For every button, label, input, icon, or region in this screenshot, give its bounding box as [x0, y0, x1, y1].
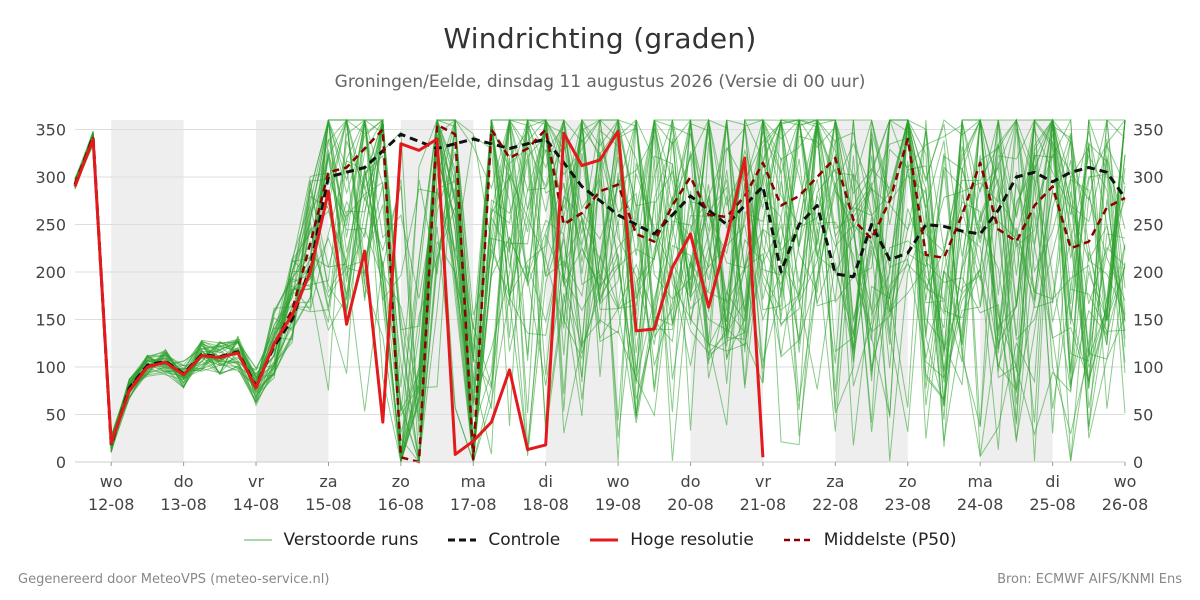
ensemble-member-line [74, 118, 1126, 463]
y-tick-label-right: 150 [1133, 311, 1164, 330]
ensemble-member-line [74, 118, 1126, 463]
x-tick-day: zo [899, 472, 917, 491]
ensemble-lines [74, 118, 1126, 464]
y-tick-label: 350 [35, 121, 66, 140]
x-tick-day: wo [607, 472, 630, 491]
legend-label-hires: Hoge resolutie [630, 530, 754, 550]
legend-label-median: Middelste (P50) [823, 530, 957, 550]
legend: Verstoorde runs Controle Hoge resolutie … [0, 530, 1200, 550]
y-tick-label-right: 100 [1133, 358, 1164, 377]
y-tick-label: 250 [35, 216, 66, 235]
y-tick-label: 50 [46, 406, 66, 425]
main-series-lines [73, 123, 1127, 464]
x-tick-date: 21-08 [740, 495, 787, 514]
y-tick-label-right: 0 [1133, 453, 1143, 472]
chart-title: Windrichting (graden) [443, 22, 757, 55]
x-tick-date: 15-08 [305, 495, 352, 514]
x-tick-date: 19-08 [595, 495, 642, 514]
x-tick-date: 18-08 [522, 495, 569, 514]
y-tick-label: 300 [35, 168, 66, 187]
x-tick-day: di [1045, 472, 1060, 491]
legend-label-control: Controle [488, 530, 561, 550]
chart-subtitle: Groningen/Eelde, dinsdag 11 augustus 202… [334, 72, 866, 92]
x-tick-day: za [319, 472, 337, 491]
x-tick-date: 24-08 [957, 495, 1004, 514]
legend-item-hires[interactable]: Hoge resolutie [590, 530, 754, 550]
axes: 0 0 50 50 100 100 150 150 200 200 250 250 300 300 350 3… [35, 121, 1163, 515]
x-tick-date: 16-08 [378, 495, 425, 514]
y-tick-label: 150 [35, 311, 66, 330]
y-tick-label-right: 250 [1133, 216, 1164, 235]
ensemble-member-line [74, 118, 1126, 463]
x-tick-day: ma [967, 472, 992, 491]
x-tick-day: zo [392, 472, 410, 491]
y-tick-label-right: 50 [1133, 406, 1153, 425]
legend-swatch-control [448, 538, 477, 542]
hires-line [73, 129, 765, 458]
x-tick-day: do [174, 472, 194, 491]
legend-swatch-median [783, 538, 812, 542]
x-tick-date: 14-08 [233, 495, 280, 514]
x-tick-day: vr [248, 472, 264, 491]
x-tick-date: 12-08 [88, 495, 135, 514]
x-tick-date: 17-08 [450, 495, 497, 514]
x-tick-date: 20-08 [667, 495, 714, 514]
ensemble-member-line [74, 119, 1126, 446]
x-tick-day: wo [1114, 472, 1137, 491]
x-tick-day: wo [100, 472, 123, 491]
footer-source: Bron: ECMWF AIFS/KNMI Ens [997, 572, 1182, 587]
x-tick-day: vr [755, 472, 771, 491]
x-tick-date: 22-08 [812, 495, 859, 514]
y-tick-label-right: 350 [1133, 121, 1164, 140]
x-tick-day: di [538, 472, 553, 491]
x-tick-date: 13-08 [160, 495, 207, 514]
legend-label-ensemble: Verstoorde runs [283, 530, 419, 550]
y-tick-label: 200 [35, 263, 66, 282]
legend-swatch-hires [590, 538, 619, 542]
legend-swatch-ensemble [243, 539, 272, 541]
x-tick-date: 23-08 [885, 495, 932, 514]
x-tick-day: ma [461, 472, 486, 491]
legend-item-control[interactable]: Controle [448, 530, 560, 550]
y-tick-label-right: 300 [1133, 168, 1164, 187]
ensemble-member-line [74, 119, 1126, 446]
x-tick-date: 25-08 [1029, 495, 1076, 514]
ensemble-member-line [74, 119, 1126, 461]
y-tick-label: 100 [35, 358, 66, 377]
x-tick-day: do [681, 472, 701, 491]
y-tick-label-right: 200 [1133, 263, 1164, 282]
legend-item-median[interactable]: Middelste (P50) [783, 530, 957, 550]
legend-item-ensemble[interactable]: Verstoorde runs [243, 530, 419, 550]
x-tick-date: 26-08 [1102, 495, 1149, 514]
x-tick-day: za [826, 472, 844, 491]
footer-generated: Gegenereerd door MeteoVPS (meteo-service… [18, 572, 330, 587]
y-tick-label: 0 [56, 453, 66, 472]
ensemble-member-line [74, 119, 1126, 463]
median-line [73, 123, 1126, 464]
